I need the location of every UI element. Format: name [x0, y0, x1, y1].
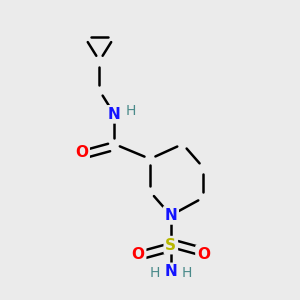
Text: H: H: [182, 266, 192, 280]
Text: S: S: [165, 238, 176, 253]
Text: O: O: [197, 247, 210, 262]
Text: N: N: [108, 107, 121, 122]
Text: H: H: [149, 266, 160, 280]
Text: O: O: [132, 247, 145, 262]
Text: N: N: [164, 264, 177, 279]
Text: N: N: [164, 208, 177, 223]
Text: H: H: [125, 104, 136, 118]
Text: O: O: [75, 146, 88, 160]
